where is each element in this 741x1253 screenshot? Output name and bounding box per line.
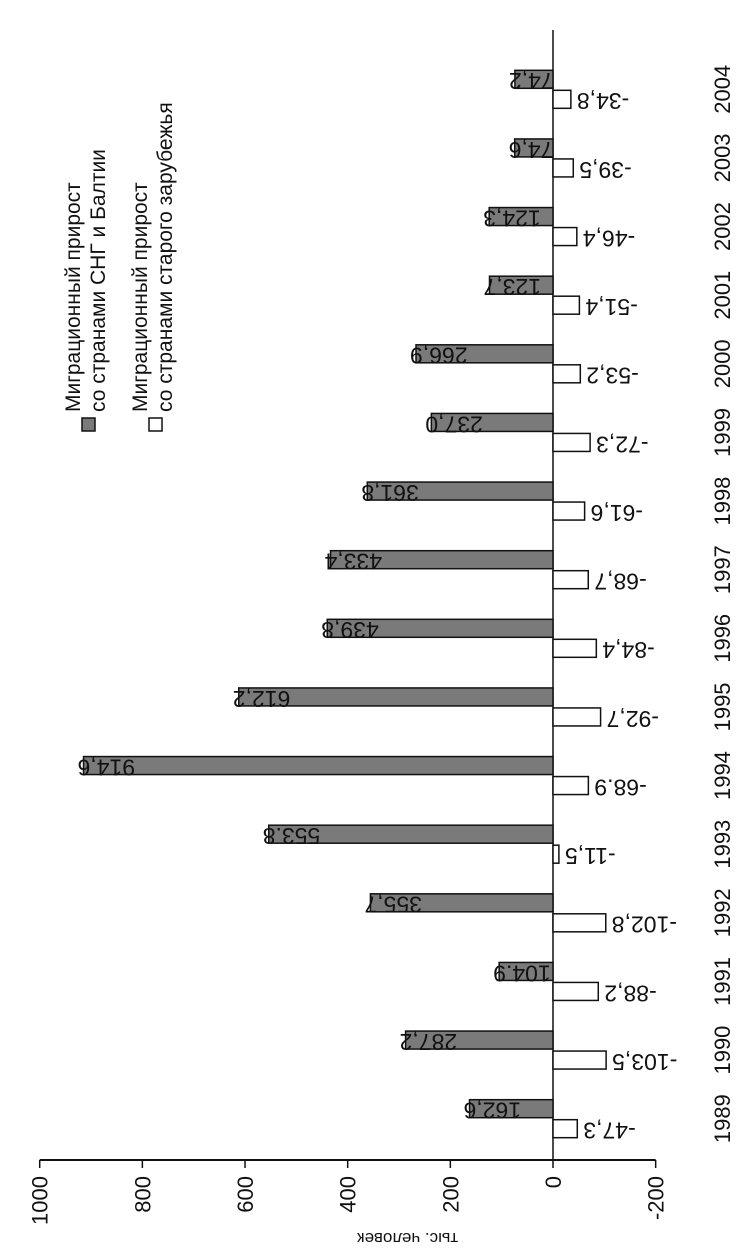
bar-cis-baltics (366, 481, 554, 501)
year-label: 2001 (710, 271, 735, 320)
year-label: 2003 (710, 133, 735, 182)
year-label: 1990 (710, 1026, 735, 1075)
bar-cis-baltics (488, 275, 554, 295)
bar-value-label-far: -68.9 (594, 774, 646, 800)
bar-value-label-cis: 123,7 (484, 274, 542, 300)
bar-value-label-cis: 74,2 (509, 68, 554, 94)
bar-cis-baltics (267, 824, 554, 844)
bar-cis-baltics (415, 344, 554, 364)
bar-value-label-cis: 553.8 (263, 823, 321, 849)
bar-cis-baltics (238, 687, 554, 707)
bar-far-abroad (552, 1050, 607, 1070)
bar-value-label-far: -46,4 (583, 225, 636, 251)
bar-far-abroad (552, 844, 560, 864)
bar-value-label-cis: 74,6 (509, 137, 554, 163)
bar-far-abroad (552, 775, 590, 796)
bar-value-label-far: -84,4 (602, 637, 655, 663)
bar-value-label-cis: 266,9 (410, 343, 468, 369)
bar-far-abroad (552, 707, 602, 727)
bar-cis-baltics (488, 206, 554, 227)
year-label: 2000 (710, 339, 735, 388)
bar-value-label-far: -72,3 (596, 431, 648, 457)
year-label: 2002 (710, 202, 735, 251)
year-label: 1997 (710, 545, 735, 594)
legend-item-cis-baltics: Миграционный прирост со странами СНГ и Ба… (62, 149, 110, 432)
bar-value-label-cis: 162,6 (464, 1098, 522, 1124)
bar-cis-baltics (430, 412, 554, 433)
value-axis-tick-label: 200 (438, 1176, 463, 1213)
bar-value-label-far: -53,2 (586, 363, 638, 389)
bar-cis-baltics (329, 549, 554, 570)
bar-value-label-far: -39,5 (579, 157, 631, 183)
bar-far-abroad (552, 501, 586, 521)
bar-value-label-far: -92,7 (607, 706, 659, 732)
year-label: 1998 (710, 477, 735, 526)
year-label: 1989 (710, 1094, 735, 1143)
bar-far-abroad (552, 638, 598, 659)
bar-cis-baltics (513, 138, 554, 158)
bar-value-label-cis: 104.9 (493, 960, 551, 986)
bar-cis-baltics (498, 961, 554, 982)
bar-far-abroad (552, 89, 572, 110)
year-label: 1999 (710, 408, 735, 457)
bar-value-label-cis: 361,8 (361, 480, 419, 506)
value-axis-tick-label: 600 (233, 1176, 258, 1213)
bar-cis-baltics (468, 1098, 554, 1119)
bar-value-label-cis: 439,8 (321, 617, 379, 643)
bar-value-label-cis: 433,4 (324, 549, 382, 575)
bar-value-label-cis: 612,2 (233, 686, 291, 712)
value-axis-title: тыс. человек (357, 1229, 459, 1248)
bar-cis-baltics (514, 69, 554, 90)
year-label: 1995 (710, 682, 735, 731)
year-label: 1996 (710, 614, 735, 663)
bar-value-label-far: -11,5 (565, 843, 616, 869)
legend-swatch-far (148, 417, 163, 432)
bar-far-abroad (552, 158, 575, 178)
year-label: 1992 (710, 888, 735, 937)
bar-cis-baltics (404, 1030, 554, 1050)
year-label: 1993 (710, 820, 735, 869)
year-label: 2004 (710, 65, 735, 114)
value-axis-tick-label: 1000 (28, 1176, 53, 1225)
bar-far-abroad (552, 432, 591, 453)
value-axis-tick-label: 400 (336, 1176, 361, 1213)
year-label: 1994 (710, 751, 735, 800)
value-axis-tick-label: 800 (130, 1176, 155, 1213)
legend-label-line-2: со странами СНГ и Балтии (87, 149, 110, 412)
bar-value-label-far: -68,7 (594, 569, 646, 595)
legend-item-far-abroad: Миграционный прирост со странами старого … (129, 102, 177, 432)
bar-value-label-cis: 355,7 (364, 892, 422, 918)
bar-far-abroad (552, 913, 607, 933)
bar-value-label-far: -47,3 (583, 1118, 635, 1144)
legend-label-line-1: Миграционный прирост (129, 182, 152, 412)
bar-cis-baltics (326, 618, 554, 639)
bar-far-abroad (552, 569, 590, 590)
bar-far-abroad (552, 364, 582, 384)
year-label: 1991 (710, 957, 735, 1006)
bar-value-label-far: -102,8 (612, 912, 677, 938)
bar-far-abroad (552, 295, 581, 315)
legend-label-line-2: со странами старого зарубежья (154, 102, 177, 412)
bar-value-label-far: -61,6 (591, 500, 643, 526)
legend-swatch-cis (81, 417, 96, 432)
bar-value-label-cis: 914,6 (78, 754, 136, 780)
value-axis-tick-label: -200 (644, 1176, 669, 1220)
bar-value-label-far: -34,8 (577, 88, 629, 114)
bar-value-label-far: -103,5 (612, 1049, 677, 1075)
bar-value-label-cis: 287,2 (400, 1029, 458, 1055)
bar-value-label-cis: 124,3 (483, 205, 541, 231)
bar-value-label-cis: 237,0 (425, 411, 483, 437)
bar-far-abroad (552, 981, 600, 1002)
bar-value-label-far: -51,4 (585, 294, 638, 320)
bar-value-label-far: -88,2 (604, 980, 656, 1006)
value-axis-tick-label: 0 (541, 1176, 566, 1188)
legend-label-line-1: Миграционный прирост (62, 182, 85, 412)
bar-far-abroad (552, 226, 578, 247)
bar-far-abroad (552, 1118, 579, 1139)
bar-cis-baltics (369, 893, 554, 913)
bar-cis-baltics (82, 755, 554, 776)
